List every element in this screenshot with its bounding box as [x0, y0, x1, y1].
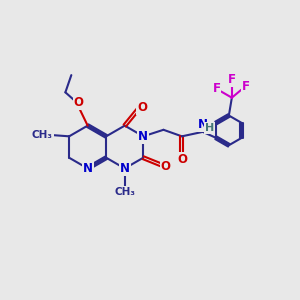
Text: O: O [137, 101, 147, 114]
Text: N: N [120, 162, 130, 175]
Text: H: H [205, 123, 214, 133]
Text: CH₃: CH₃ [32, 130, 53, 140]
Text: O: O [177, 153, 187, 166]
Text: N: N [83, 162, 93, 175]
Text: F: F [212, 82, 220, 95]
Text: O: O [160, 160, 171, 173]
Text: N: N [138, 130, 148, 143]
Text: O: O [74, 96, 84, 109]
Text: CH₃: CH₃ [114, 187, 135, 197]
Text: F: F [242, 80, 250, 93]
Text: F: F [228, 74, 236, 86]
Text: N: N [198, 118, 208, 130]
